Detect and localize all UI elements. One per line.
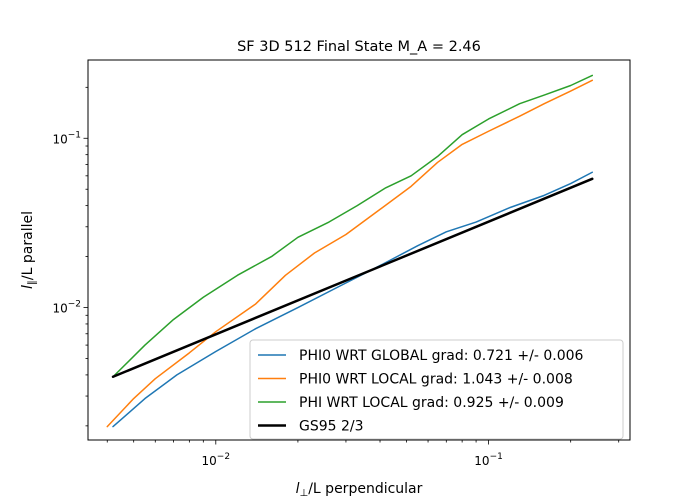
legend-box [249,339,624,440]
chart-title: SF 3D 512 Final State M_A = 2.46 [237,39,481,55]
y-axis: 10−210−1 [52,86,88,427]
legend-label-2: PHI WRT LOCAL grad: 0.925 +/- 0.009 [299,395,564,411]
legend-label-3: GS95 2/3 [299,419,364,435]
legend-label-0: PHI0 WRT GLOBAL grad: 0.721 +/- 0.006 [299,348,584,364]
x-tick-label-0: 10−2 [202,452,231,468]
plot-area [87,59,631,441]
y-axis-label: l∥/L parallel [20,211,38,289]
y-tick-label-0-exp: −2 [68,300,81,310]
y-tick-label-0: 10−2 [52,300,81,316]
x-tick-label-0-base: 10 [202,454,217,468]
y-axis-label-sub: ∥ [27,280,38,285]
x-axis-label: l⊥/L perpendicular [296,481,423,499]
series-layer [106,74,594,428]
x-tick-label-1-base: 10 [474,454,489,468]
x-axis-label-sub: ⊥ [300,488,309,499]
legend-label-1: PHI0 WRT LOCAL grad: 1.043 +/- 0.008 [299,372,573,388]
y-tick-label-1-exp: −1 [68,130,81,140]
x-axis-label-rest: /L perpendicular [308,481,422,497]
x-axis-label-l: l [296,481,300,497]
legend: PHI0 WRT GLOBAL grad: 0.721 +/- 0.006 PHI… [249,339,624,440]
plot-frame [87,59,631,441]
series-line-1 [106,79,594,428]
x-axis: 10−2 10−1 [106,440,620,468]
series-line-3 [111,177,594,379]
y-tick-label-0-base: 10 [52,302,67,316]
series-line-2 [112,74,594,378]
x-tick-label-1: 10−1 [474,452,503,468]
y-axis-label-rest: /L parallel [20,211,36,280]
y-tick-label-1-base: 10 [52,132,67,146]
x-tick-label-1-exp: −1 [490,452,503,462]
y-axis-label-l: l [20,285,36,289]
y-tick-label-1: 10−1 [52,130,81,146]
x-tick-label-0-exp: −2 [217,452,230,462]
